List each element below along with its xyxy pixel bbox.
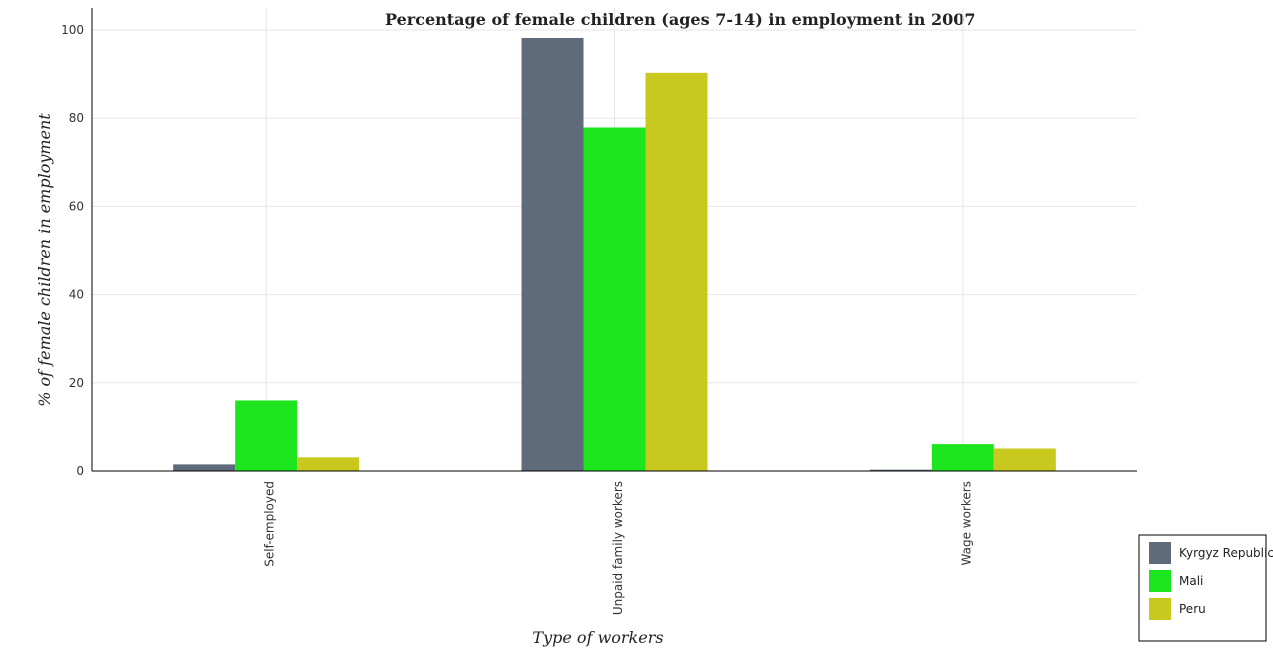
bar-mali xyxy=(235,400,298,471)
y-tick-label: 0 xyxy=(76,464,84,478)
x-axis-title: Type of workers xyxy=(532,628,663,647)
bar-kyrgyz-republic xyxy=(173,464,236,471)
bar-mali xyxy=(583,127,646,471)
legend: Kyrgyz Republic Mali Peru xyxy=(1138,534,1273,642)
bars xyxy=(173,37,1056,471)
bar-peru xyxy=(297,457,360,471)
x-tick-label: Self-employed xyxy=(263,481,277,567)
y-tick-label: 100 xyxy=(61,23,84,37)
legend-label: Peru xyxy=(1179,602,1206,616)
bar-peru xyxy=(645,72,708,471)
legend-swatch xyxy=(1149,598,1171,620)
y-axis-title: % of female children in employment xyxy=(35,113,54,407)
bar-mali xyxy=(931,444,994,471)
x-tick-label: Unpaid family workers xyxy=(611,481,625,615)
x-tick-label: Wage workers xyxy=(959,481,973,565)
legend-swatch xyxy=(1149,570,1171,592)
y-tick-label: 40 xyxy=(69,288,84,302)
chart-title: Percentage of female children (ages 7-14… xyxy=(385,10,976,29)
legend-label: Kyrgyz Republic xyxy=(1179,546,1273,560)
bar-kyrgyz-republic xyxy=(521,37,584,471)
legend-label: Mali xyxy=(1179,574,1203,588)
bar-kyrgyz-republic xyxy=(869,469,932,471)
y-tick-label: 60 xyxy=(69,199,84,213)
axes: 0 20 40 60 80 100 Self-employed Unpaid family w… xyxy=(61,8,1137,615)
legend-swatch xyxy=(1149,542,1171,564)
y-tick-label: 80 xyxy=(69,111,84,125)
bar-peru xyxy=(993,448,1056,471)
y-tick-label: 20 xyxy=(69,376,84,390)
